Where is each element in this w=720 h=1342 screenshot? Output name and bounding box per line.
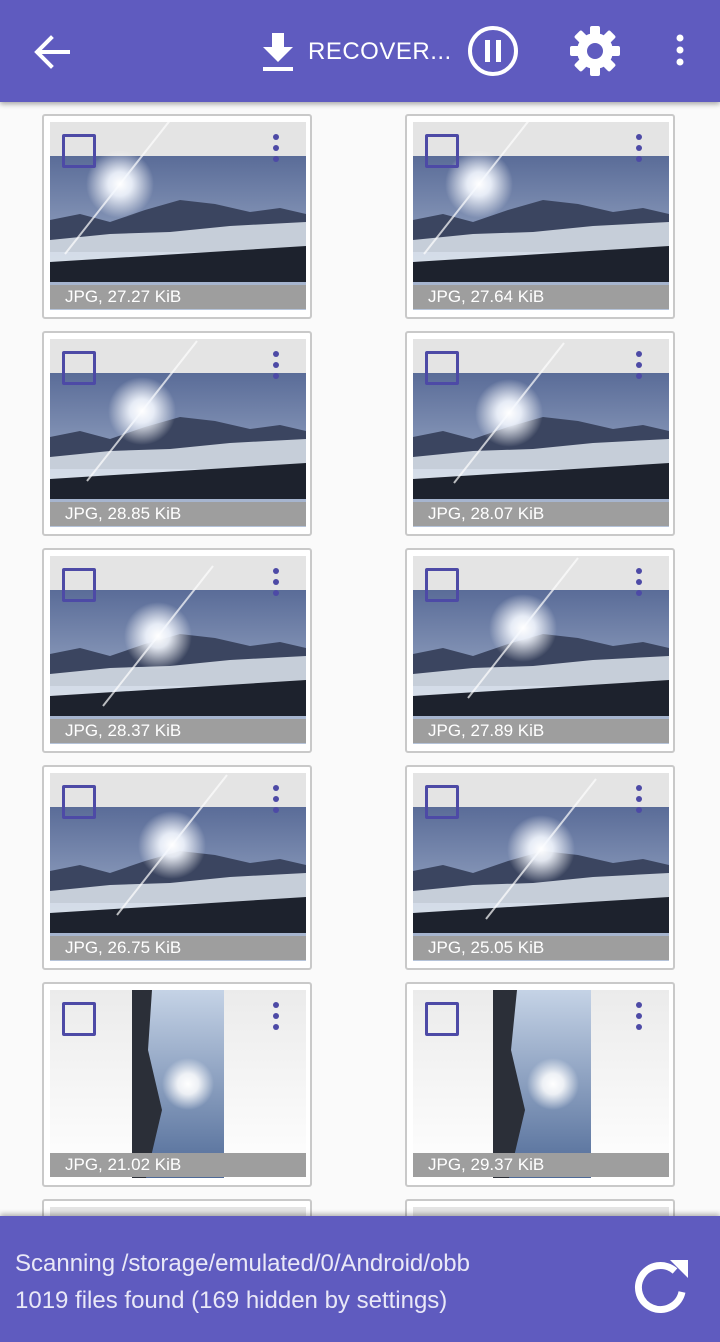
file-caption: JPG, 27.64 KiB (413, 285, 669, 309)
more-vertical-icon (636, 1002, 642, 1030)
select-checkbox[interactable] (62, 785, 96, 819)
file-caption: JPG, 29.37 KiB (413, 1153, 669, 1177)
select-checkbox[interactable] (425, 568, 459, 602)
pause-circle-icon (468, 26, 518, 76)
files-found-count: 1019 files found (169 hidden by settings… (15, 1287, 448, 1314)
more-vertical-icon (676, 34, 684, 66)
refresh-icon (634, 1260, 688, 1313)
file-options-button[interactable] (266, 132, 286, 168)
file-card[interactable]: JPG, 26.75 KiB (42, 765, 312, 970)
file-options-button[interactable] (266, 566, 286, 602)
file-thumbnail[interactable] (50, 773, 306, 961)
select-checkbox[interactable] (425, 785, 459, 819)
file-caption: JPG, 28.85 KiB (50, 502, 306, 526)
recover-label: RECOVER... (308, 38, 452, 65)
file-grid[interactable]: JPG, 27.27 KiB JPG, 27.64 KiB JPG, 28.85 K… (0, 102, 720, 1216)
more-vertical-icon (636, 568, 642, 596)
file-options-button[interactable] (629, 566, 649, 602)
file-card[interactable]: JPG, 25.05 KiB (405, 765, 675, 970)
file-card-partial[interactable] (42, 1199, 312, 1216)
file-card[interactable]: JPG, 28.07 KiB (405, 331, 675, 536)
file-options-button[interactable] (629, 1000, 649, 1036)
file-card[interactable]: JPG, 21.02 KiB (42, 982, 312, 1187)
file-caption: JPG, 28.07 KiB (413, 502, 669, 526)
file-thumbnail[interactable] (413, 990, 669, 1178)
more-vertical-icon (273, 351, 279, 379)
select-checkbox[interactable] (425, 351, 459, 385)
refresh-button[interactable] (626, 1252, 698, 1324)
pause-button[interactable] (466, 24, 520, 78)
file-thumbnail[interactable] (413, 556, 669, 744)
more-vertical-icon (636, 134, 642, 162)
file-options-button[interactable] (266, 1000, 286, 1036)
file-caption: JPG, 25.05 KiB (413, 936, 669, 960)
file-options-button[interactable] (629, 349, 649, 385)
file-card[interactable]: JPG, 27.64 KiB (405, 114, 675, 319)
select-checkbox[interactable] (425, 1002, 459, 1036)
file-card[interactable]: JPG, 29.37 KiB (405, 982, 675, 1187)
file-thumbnail[interactable] (50, 1207, 306, 1216)
gear-icon (570, 26, 620, 76)
file-card[interactable]: JPG, 28.37 KiB (42, 548, 312, 753)
scanning-status: Scanning /storage/emulated/0/Android/obb (15, 1250, 470, 1277)
more-vertical-icon (273, 134, 279, 162)
select-checkbox[interactable] (62, 134, 96, 168)
file-card-partial[interactable] (405, 1199, 675, 1216)
file-thumbnail[interactable] (413, 1207, 669, 1216)
file-caption: JPG, 28.37 KiB (50, 719, 306, 743)
more-vertical-icon (273, 785, 279, 813)
file-caption: JPG, 26.75 KiB (50, 936, 306, 960)
file-thumbnail[interactable] (50, 556, 306, 744)
more-options-button[interactable] (660, 24, 700, 78)
file-thumbnail[interactable] (50, 339, 306, 527)
status-bar: Scanning /storage/emulated/0/Android/obb… (0, 1216, 720, 1342)
recover-button[interactable]: RECOVER... (258, 24, 452, 80)
select-checkbox[interactable] (62, 351, 96, 385)
file-card[interactable]: JPG, 27.89 KiB (405, 548, 675, 753)
arrow-back-icon (34, 35, 70, 69)
file-card[interactable]: JPG, 27.27 KiB (42, 114, 312, 319)
download-icon (263, 33, 293, 71)
file-options-button[interactable] (629, 783, 649, 819)
more-vertical-icon (273, 1002, 279, 1030)
settings-button[interactable] (568, 24, 622, 78)
back-button[interactable] (22, 26, 82, 78)
more-vertical-icon (636, 785, 642, 813)
file-thumbnail[interactable] (50, 990, 306, 1178)
file-options-button[interactable] (266, 783, 286, 819)
file-thumbnail[interactable] (50, 122, 306, 310)
select-checkbox[interactable] (62, 1002, 96, 1036)
select-checkbox[interactable] (62, 568, 96, 602)
file-thumbnail[interactable] (413, 122, 669, 310)
app-bar: RECOVER... (0, 0, 720, 102)
file-thumbnail[interactable] (413, 339, 669, 527)
file-caption: JPG, 27.89 KiB (413, 719, 669, 743)
file-options-button[interactable] (629, 132, 649, 168)
file-caption: JPG, 27.27 KiB (50, 285, 306, 309)
more-vertical-icon (636, 351, 642, 379)
file-thumbnail[interactable] (413, 773, 669, 961)
file-options-button[interactable] (266, 349, 286, 385)
file-caption: JPG, 21.02 KiB (50, 1153, 306, 1177)
select-checkbox[interactable] (425, 134, 459, 168)
more-vertical-icon (273, 568, 279, 596)
file-card[interactable]: JPG, 28.85 KiB (42, 331, 312, 536)
